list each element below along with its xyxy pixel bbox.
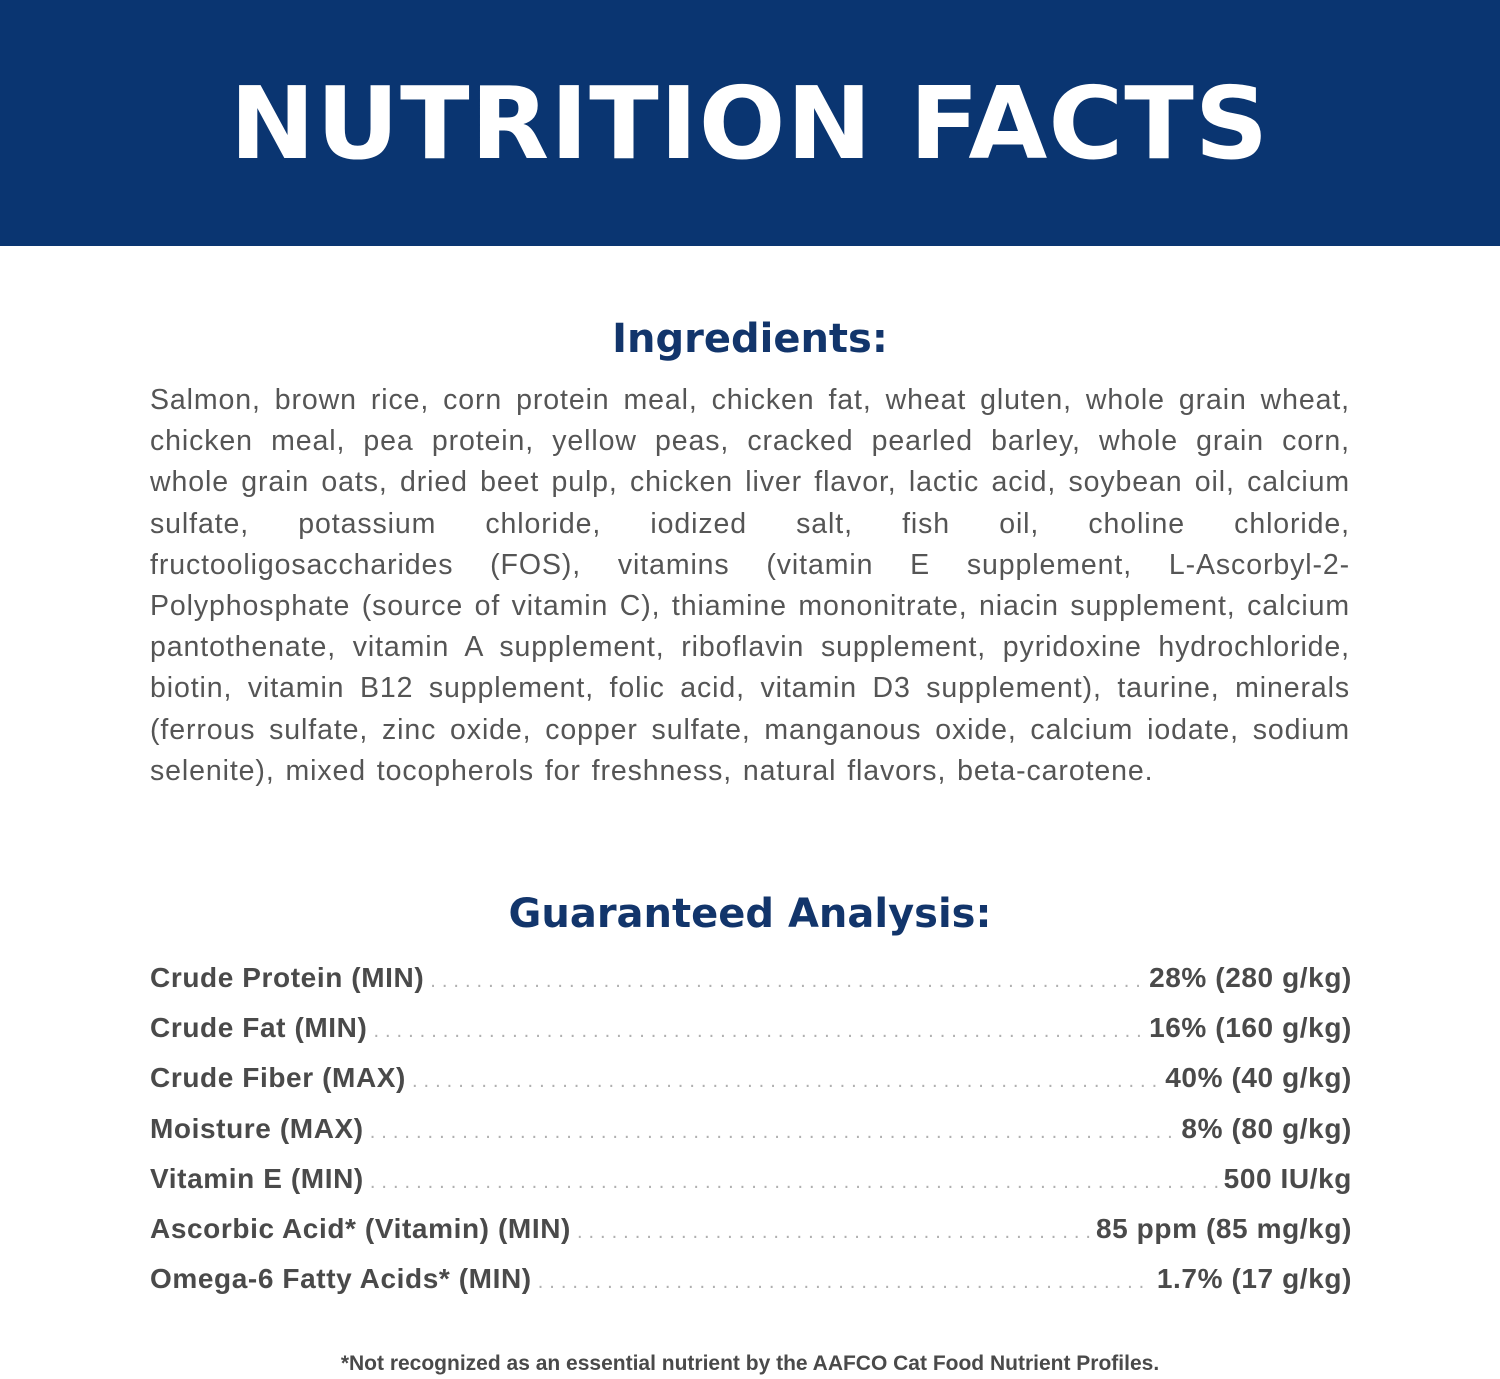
row-value: 1.7% (17 g/kg) xyxy=(1156,1263,1352,1295)
row-value: 40% (40 g/kg) xyxy=(1165,1062,1352,1094)
dot-leader xyxy=(538,1271,1151,1294)
row-label: Crude Fat (MIN) xyxy=(150,1012,368,1044)
row-label: Omega-6 Fatty Acids* (MIN) xyxy=(150,1263,532,1295)
ingredients-heading: Ingredients: xyxy=(612,316,888,362)
row-value: 28% (280 g/kg) xyxy=(1149,962,1352,993)
dot-leader xyxy=(373,1020,1143,1043)
analysis-row-crude-fat: Crude Fat (MIN) 16% (160 g/kg) xyxy=(150,1012,1352,1062)
analysis-row-moisture: Moisture (MAX) 8% (80 g/kg) xyxy=(150,1113,1352,1163)
row-value: 500 IU/kg xyxy=(1223,1162,1352,1194)
row-label: Crude Protein (MIN) xyxy=(150,962,425,993)
row-value: 16% (160 g/kg) xyxy=(1149,1012,1352,1044)
row-value: 8% (80 g/kg) xyxy=(1181,1112,1352,1144)
guaranteed-analysis-heading: Guaranteed Analysis: xyxy=(508,891,992,937)
dot-leader xyxy=(370,1171,1218,1194)
guaranteed-analysis-table: Crude Protein (MIN) 28% (280 g/kg) Crude … xyxy=(150,962,1352,1313)
analysis-row-vitamin-e: Vitamin E (MIN) 500 IU/kg xyxy=(150,1163,1352,1213)
footnote: *Not recognized as an essential nutrient… xyxy=(340,1352,1160,1375)
row-label: Ascorbic Acid* (Vitamin) (MIN) xyxy=(150,1212,571,1244)
ingredients-text: Salmon, brown rice, corn protein meal, c… xyxy=(150,384,1350,787)
dot-leader xyxy=(370,1121,1176,1144)
analysis-row-ascorbic-acid: Ascorbic Acid* (Vitamin) (MIN) 85 ppm (85… xyxy=(150,1213,1352,1263)
row-value: 85 ppm (85 mg/kg) xyxy=(1095,1212,1352,1244)
row-label: Crude Fiber (MAX) xyxy=(150,1062,406,1094)
row-label: Vitamin E (MIN) xyxy=(150,1162,364,1194)
header-banner: NUTRITION FACTS xyxy=(0,0,1500,246)
analysis-row-omega-6: Omega-6 Fatty Acids* (MIN) 1.7% (17 g/kg) xyxy=(150,1263,1352,1313)
dot-leader xyxy=(430,970,1143,993)
page-title: NUTRITION FACTS xyxy=(230,64,1270,182)
analysis-row-crude-protein: Crude Protein (MIN) 28% (280 g/kg) xyxy=(150,962,1352,1012)
dot-leader xyxy=(577,1221,1090,1244)
dot-leader xyxy=(412,1070,1159,1093)
analysis-row-crude-fiber: Crude Fiber (MAX) 40% (40 g/kg) xyxy=(150,1062,1352,1112)
row-label: Moisture (MAX) xyxy=(150,1112,364,1144)
